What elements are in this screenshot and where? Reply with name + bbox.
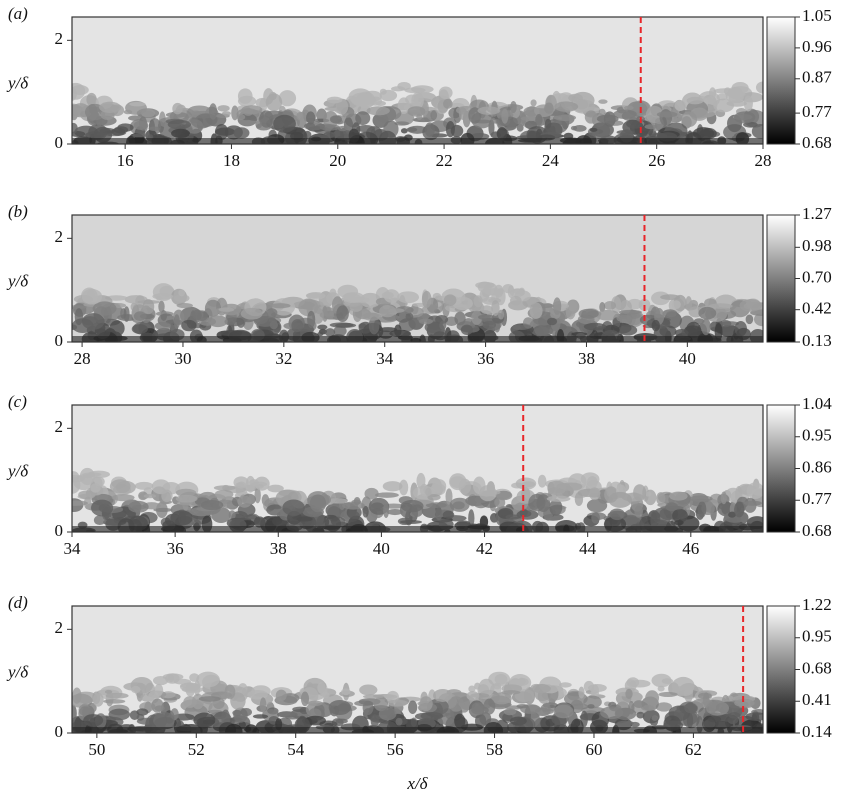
x-tick-label: 54: [287, 740, 305, 759]
x-tick-label: 26: [648, 151, 665, 170]
x-tick-label: 28: [755, 151, 772, 170]
colorbar-tick-label: 1.04: [802, 394, 832, 413]
panel: 28 30 32 34 36 38 40 0 2 (b) y/δ 0.13 0.42 0.70 0.98 1.…: [6, 202, 832, 368]
colorbar: [766, 605, 796, 734]
colorbar: [766, 214, 796, 343]
colorbar-tick-label: 0.70: [802, 267, 832, 286]
colorbar-tick-label: 1.27: [802, 204, 832, 223]
panel-label: (a): [8, 4, 28, 23]
plot-frame: [71, 605, 764, 734]
x-tick-label: 38: [578, 349, 595, 368]
colorbar-tick-label: 0.96: [802, 37, 832, 56]
panel: 50 52 54 56 58 60 62 0 2 (d) y/δ x/δ 0.14 0.41 0.68 0.9…: [6, 593, 832, 793]
field-image: [72, 17, 763, 144]
x-tick-label: 34: [376, 349, 394, 368]
field-image: [72, 215, 763, 342]
x-tick-label: 42: [476, 539, 493, 558]
x-tick-label: 36: [477, 349, 494, 368]
y-axis-label: y/δ: [6, 461, 29, 480]
panel: 34 36 38 40 42 44 46 0 2 (c) y/δ 0.68 0.77 0.86 0.95 1.…: [6, 392, 832, 558]
y-axis-label: y/δ: [6, 271, 29, 290]
field-image: [72, 606, 763, 733]
panel-label: (b): [8, 202, 28, 221]
x-tick-label: 34: [64, 539, 82, 558]
colorbar-tick-label: 0.98: [802, 236, 832, 255]
y-tick-label: 2: [55, 618, 64, 637]
x-tick-label: 16: [117, 151, 134, 170]
colorbar-tick-label: 0.14: [802, 722, 832, 741]
colorbar: [766, 404, 796, 533]
panel-label: (d): [8, 593, 28, 612]
y-tick-label: 0: [55, 722, 64, 741]
colorbar-tick-label: 0.42: [802, 299, 832, 318]
y-axis-label: y/δ: [6, 662, 29, 681]
colorbar-tick-label: 0.68: [802, 521, 832, 540]
x-tick-label: 18: [223, 151, 240, 170]
x-tick-label: 28: [74, 349, 91, 368]
x-tick-label: 58: [486, 740, 503, 759]
colorbar-tick-label: 0.95: [802, 426, 832, 445]
x-tick-label: 46: [682, 539, 699, 558]
colorbar-tick-label: 0.86: [802, 457, 832, 476]
x-axis-label: x/δ: [406, 774, 428, 793]
colorbar-tick-label: 1.22: [802, 595, 832, 614]
x-tick-label: 50: [88, 740, 105, 759]
x-tick-label: 20: [329, 151, 346, 170]
colorbar-tick-label: 0.13: [802, 331, 832, 350]
y-tick-label: 2: [55, 29, 64, 48]
y-tick-label: 2: [55, 227, 64, 246]
plot-frame: [71, 404, 764, 533]
x-tick-label: 38: [270, 539, 287, 558]
x-tick-label: 40: [679, 349, 696, 368]
y-tick-label: 0: [55, 521, 64, 540]
x-tick-label: 40: [373, 539, 390, 558]
x-tick-label: 60: [585, 740, 602, 759]
colorbar: [766, 16, 796, 145]
x-tick-label: 22: [436, 151, 453, 170]
plot-frame: [71, 214, 764, 343]
field-image: [72, 405, 763, 532]
x-tick-label: 56: [387, 740, 404, 759]
y-tick-label: 2: [55, 417, 64, 436]
panel: 16 18 20 22 24 26 28 0 2 (a) y/δ 0.68 0.77 0.87 0.96 1.…: [6, 4, 832, 170]
y-tick-label: 0: [55, 331, 64, 350]
x-tick-label: 30: [174, 349, 191, 368]
y-axis-label: y/δ: [6, 73, 29, 92]
panel-label: (c): [8, 392, 27, 411]
colorbar-tick-label: 0.68: [802, 133, 832, 152]
x-tick-label: 52: [188, 740, 205, 759]
x-tick-label: 44: [579, 539, 597, 558]
colorbar-tick-label: 0.95: [802, 627, 832, 646]
colorbar-tick-label: 0.68: [802, 658, 832, 677]
x-tick-label: 36: [167, 539, 184, 558]
colorbar-tick-label: 0.87: [802, 68, 832, 87]
plot-frame: [71, 16, 764, 145]
colorbar-tick-label: 0.77: [802, 102, 832, 121]
colorbar-tick-label: 1.05: [802, 6, 832, 25]
y-tick-label: 0: [55, 133, 64, 152]
colorbar-tick-label: 0.41: [802, 690, 832, 709]
x-tick-label: 24: [542, 151, 560, 170]
x-tick-label: 32: [275, 349, 292, 368]
colorbar-tick-label: 0.77: [802, 489, 832, 508]
x-tick-label: 62: [685, 740, 702, 759]
